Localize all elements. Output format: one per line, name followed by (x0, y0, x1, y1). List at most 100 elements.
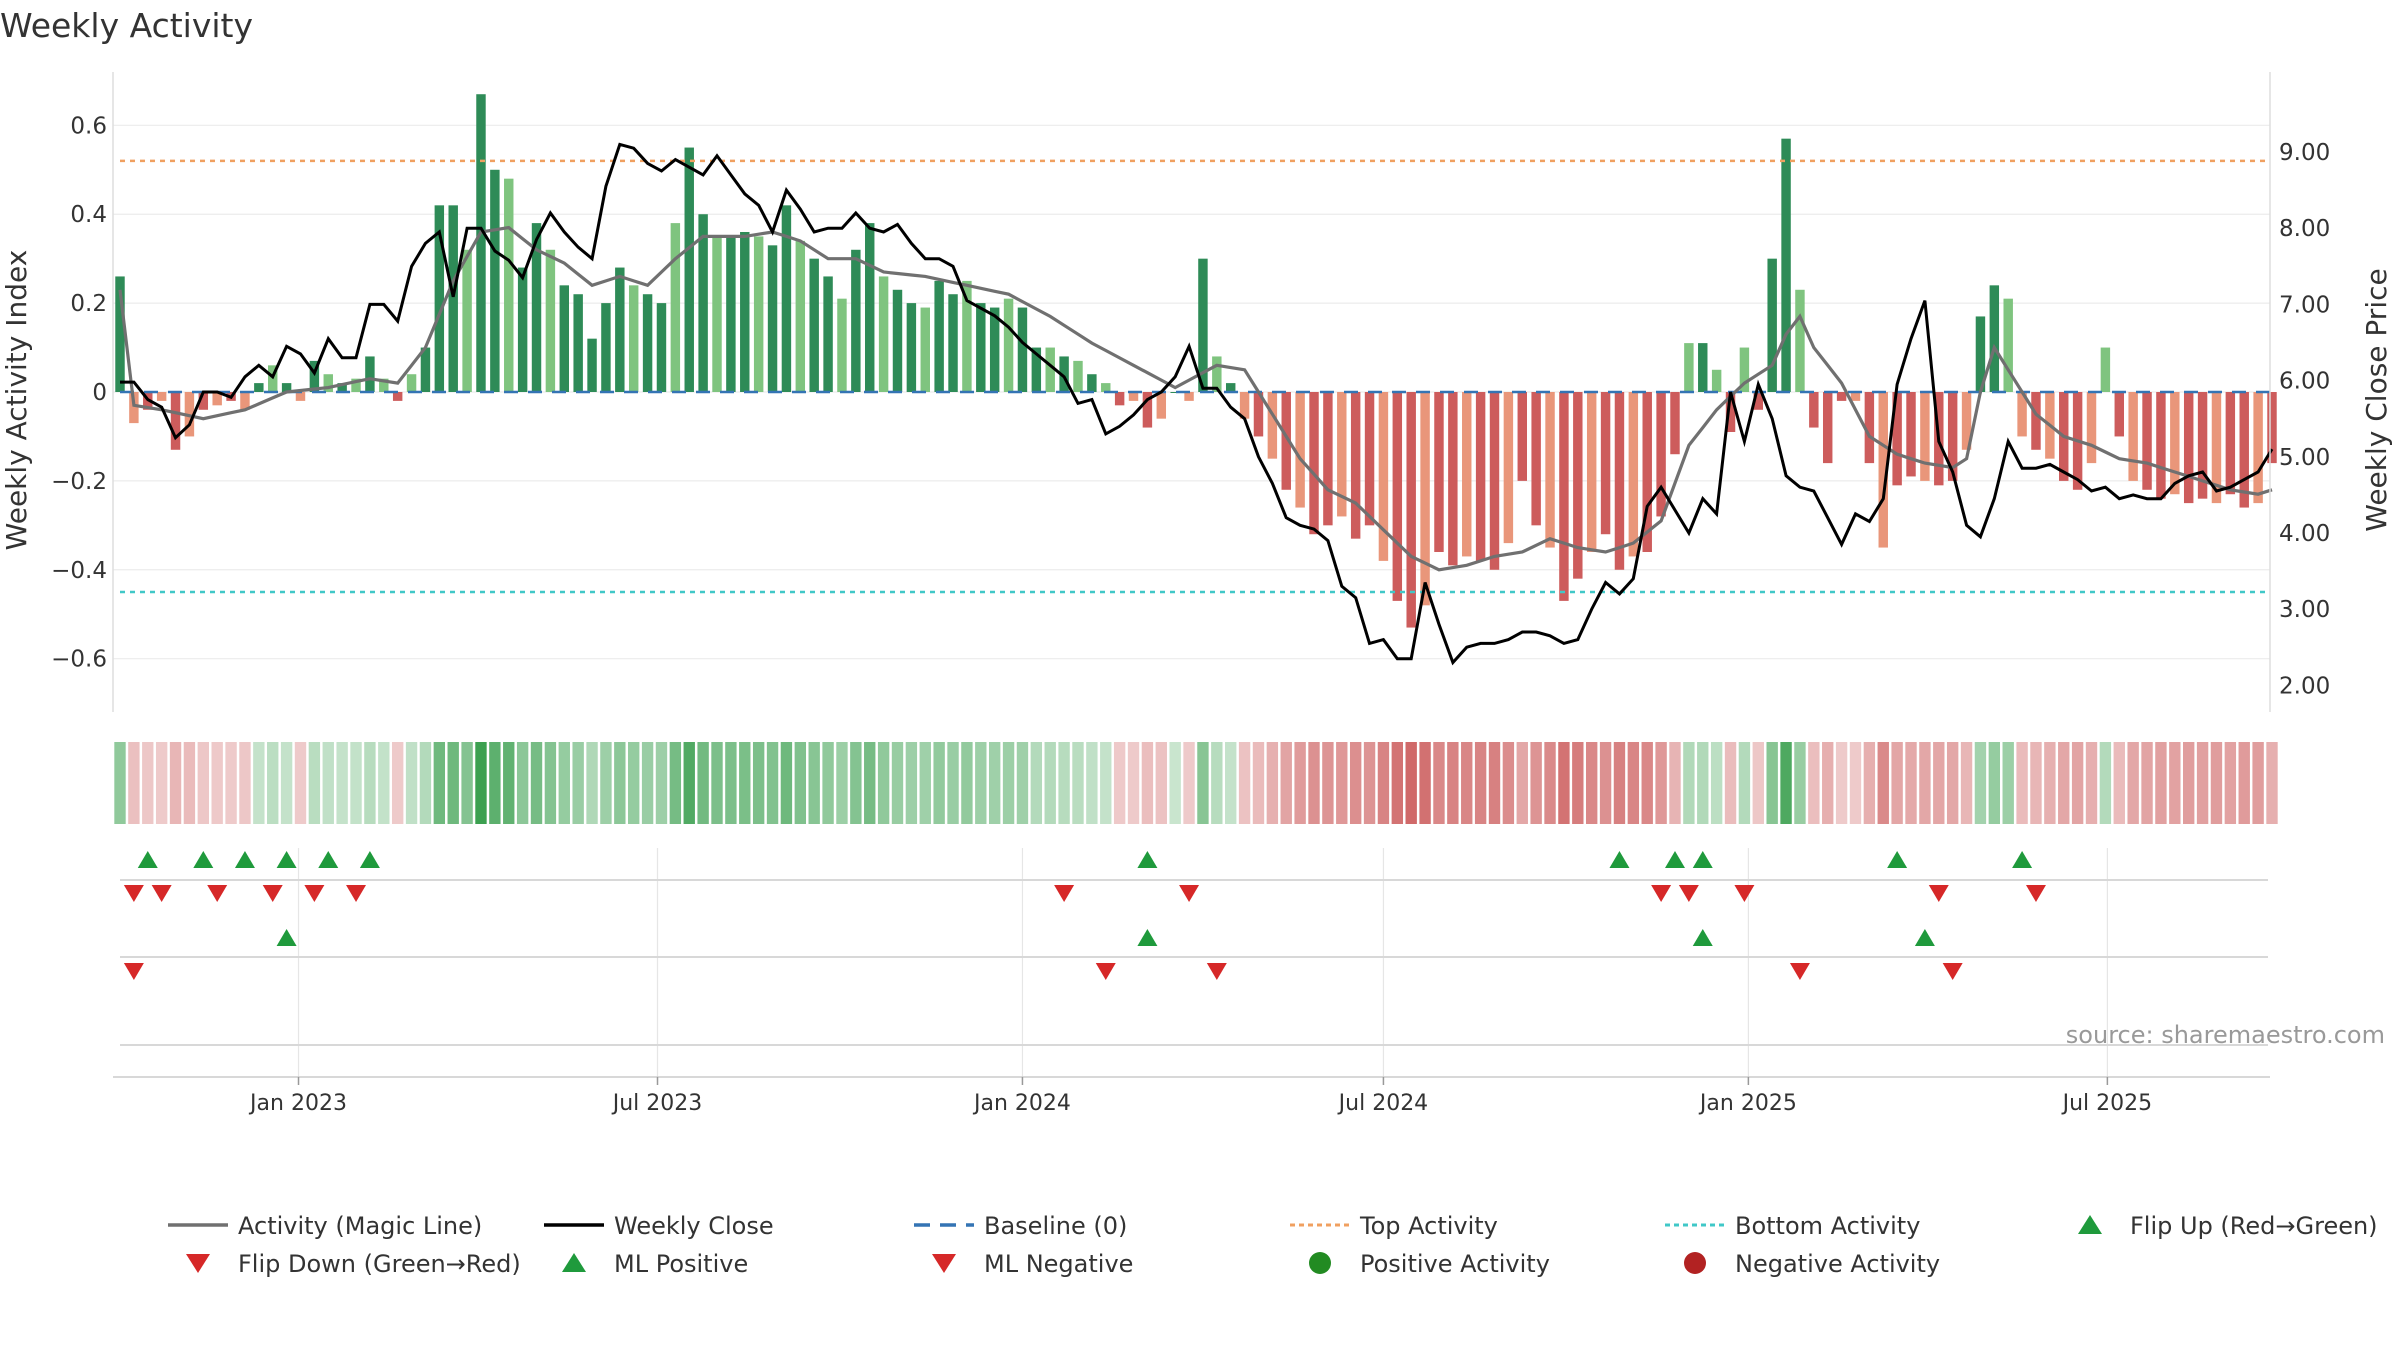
activity-bar (1822, 392, 1833, 464)
heat-cell (419, 742, 432, 824)
activity-bar (1475, 392, 1486, 561)
heat-cell (169, 742, 182, 824)
heat-cell (544, 742, 557, 824)
activity-bar (2170, 392, 2180, 495)
activity-bar (1767, 258, 1777, 392)
heat-cell (1738, 742, 1751, 824)
heat-cell (447, 742, 459, 824)
right-axis-label: Weekly Close Price (2360, 268, 2393, 531)
activity-bar (379, 378, 389, 392)
heat-cell (752, 742, 765, 824)
activity-bar (1739, 347, 1750, 392)
activity-bar (989, 307, 1000, 392)
heat-cell (1100, 742, 1112, 824)
heat-cell (516, 742, 529, 824)
activity-bar (1725, 392, 1736, 432)
heat-cell (267, 742, 279, 824)
heat-cell (2127, 742, 2139, 824)
activity-bar (1239, 392, 1250, 419)
heat-cell (1002, 742, 1015, 824)
activity-bar (1531, 392, 1541, 526)
flip-down-marker (1179, 885, 1200, 902)
heat-cell (1405, 742, 1417, 824)
x-tick-label: Jul 2025 (2061, 1091, 2153, 1116)
activity-bar (1586, 392, 1597, 552)
activity-bar (1906, 392, 1916, 477)
activity-bar (1656, 392, 1666, 517)
activity-bar (1642, 392, 1652, 552)
activity-bar (337, 383, 347, 392)
flip-up-marker (2012, 851, 2033, 868)
flip-down-marker (123, 885, 144, 902)
heat-cell (933, 742, 945, 824)
legend-label: ML Positive (614, 1250, 748, 1278)
heat-cell (808, 742, 820, 824)
activity-bar (601, 303, 611, 392)
activity-bar (587, 338, 597, 392)
heat-cell (503, 742, 515, 824)
series-lines (118, 142, 2274, 666)
activity-bar (1975, 316, 1986, 392)
legend-label: Bottom Activity (1735, 1212, 1920, 1240)
activity-bar (545, 249, 556, 392)
heat-cell (1488, 742, 1501, 824)
heat-cell (725, 742, 737, 824)
heat-cell (794, 742, 807, 824)
activity-bar (323, 374, 333, 392)
heat-cell (1044, 742, 1056, 824)
activity-bar (795, 240, 806, 392)
activity-bar (2239, 392, 2249, 508)
activity-bar (1156, 392, 1167, 419)
heat-cell (1211, 742, 1223, 824)
activity-bar (1434, 392, 1444, 552)
activity-bar (753, 236, 764, 392)
ml-positive-marker (276, 929, 297, 946)
flip-down-marker (151, 885, 172, 902)
heat-cell (1599, 742, 1612, 824)
flip-up-marker (1692, 851, 1713, 868)
heat-cell (1030, 742, 1043, 824)
activity-bar (1448, 392, 1458, 566)
activity-bar (406, 374, 417, 392)
activity-bar (1087, 374, 1097, 392)
activity-bar (115, 276, 125, 392)
heat-cell (1710, 742, 1723, 824)
heat-cell (1544, 742, 1556, 824)
left-tick-label: 0.4 (70, 202, 107, 228)
heat-cell (877, 742, 890, 824)
activity-bar (1559, 392, 1569, 601)
activity-bar (1989, 285, 2000, 392)
heat-cell (2002, 742, 2014, 824)
activity-bar (878, 276, 889, 392)
activity-bar (1864, 392, 1875, 464)
heat-cell (1960, 742, 1973, 824)
heat-cell (1447, 742, 1459, 824)
left-axis-label: Weekly Activity Index (0, 250, 33, 551)
heat-cell (1933, 742, 1945, 824)
legend-swatch (1684, 1252, 1706, 1274)
heat-cell (1461, 742, 1473, 824)
heat-cell (1613, 742, 1626, 824)
activity-bar (892, 289, 903, 392)
right-tick-label: 2.00 (2279, 673, 2330, 699)
heat-cell (322, 742, 334, 824)
activity-bar (1378, 392, 1389, 561)
heat-cell (308, 742, 321, 824)
x-tick-label: Jan 2024 (972, 1091, 1071, 1116)
activity-bar (1184, 392, 1194, 401)
heat-cell (350, 742, 362, 824)
activity-bar (1614, 392, 1625, 570)
heat-cell (1724, 742, 1737, 824)
heat-cell (891, 742, 904, 824)
legend-swatch (2078, 1215, 2102, 1234)
heat-cell (641, 742, 654, 824)
flip-up-marker (1664, 851, 1685, 868)
heat-cell (1336, 742, 1348, 824)
x-axis-ticks: Jan 2023 Jul 2023 Jan 2024 Jul 2024 Jan 2025… (113, 1076, 2270, 1116)
heat-cell (1141, 742, 1154, 824)
activity-bar (240, 392, 250, 410)
activity-bar (642, 294, 653, 392)
x-tick-label: Jul 2024 (1337, 1091, 1429, 1116)
heat-cell (1572, 742, 1584, 824)
